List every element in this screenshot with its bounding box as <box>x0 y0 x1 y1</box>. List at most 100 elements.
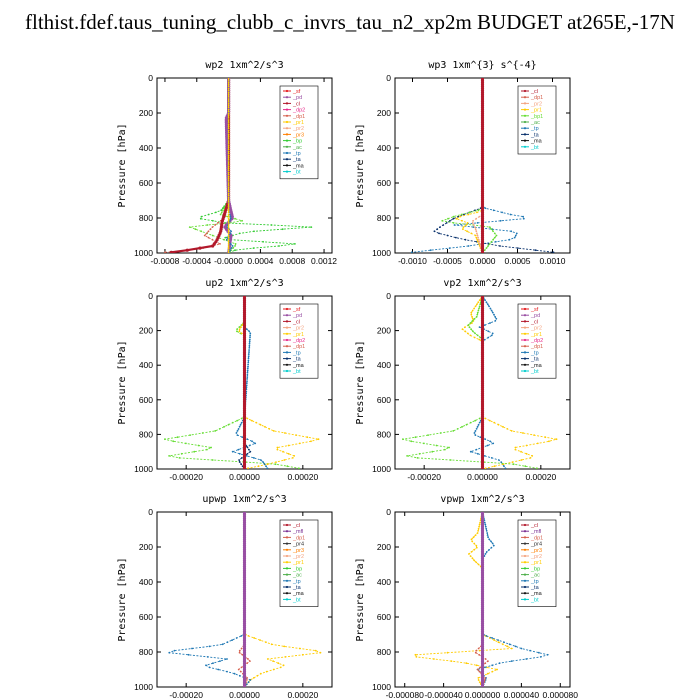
series-point-pr1 <box>474 305 477 308</box>
legend-entry: _tp <box>530 126 539 132</box>
legend-marker <box>285 554 289 558</box>
series-point-pr1 <box>227 226 230 229</box>
series-point-pr1 <box>227 104 230 107</box>
legend-entry: _bp1 <box>530 114 543 120</box>
series-point-pr1 <box>252 677 255 679</box>
series-point-pr1 <box>283 459 286 461</box>
series-point-ta <box>517 247 519 250</box>
series-point-bp1 <box>452 215 455 218</box>
series-point-bp1 <box>524 465 527 468</box>
series-point-tp <box>510 230 513 233</box>
series-point-pr1 <box>555 438 558 441</box>
series-point-pr1 <box>227 140 230 142</box>
series-point-tp <box>489 440 491 443</box>
legend-entry: _pr4 <box>292 542 304 548</box>
legend-box <box>279 303 319 379</box>
series-point-ta <box>487 243 490 245</box>
series-point-tp <box>231 245 234 247</box>
series-point-bp1 <box>465 423 468 426</box>
legend-marker <box>523 363 527 366</box>
legend-marker <box>523 326 527 329</box>
series-point-tp <box>504 467 507 469</box>
legend-entry: _pr4 <box>530 542 542 548</box>
y-tick-label: 800 <box>377 647 391 657</box>
series-point-pr1 <box>287 444 290 447</box>
series-group <box>168 512 322 687</box>
legend-entry: _bp <box>530 566 540 572</box>
legend-marker <box>285 567 289 570</box>
series-point-dp1 <box>219 243 221 245</box>
series-point-tp <box>539 656 542 658</box>
series-point-pr1 <box>514 448 517 451</box>
y-tick-label: 400 <box>139 577 153 587</box>
series-point-pr1 <box>506 645 509 648</box>
series-point-tp <box>249 336 251 339</box>
legend-marker <box>285 120 289 124</box>
series-point-tp <box>173 649 176 652</box>
series-line-tp <box>231 296 268 469</box>
series-point-tp <box>229 217 232 220</box>
x-tick-label: 0.00000 <box>229 690 260 700</box>
series-point-tp <box>494 315 496 318</box>
series-point-pr1 <box>478 649 481 652</box>
series-point-tp <box>226 658 228 660</box>
y-tick-label: 400 <box>377 577 391 587</box>
series-point-pr1 <box>227 182 230 184</box>
series-point-bp1 <box>478 417 481 420</box>
series-point-dp1 <box>484 658 487 660</box>
series-point-bp1 <box>418 452 421 455</box>
chart-panel-3: up2 1xm^2/s^3 0 200 400 600 800 1000 -0.00020 0.… <box>117 278 333 482</box>
x-tick-label: 0.00020 <box>287 690 318 700</box>
series-point-bp1 <box>475 315 478 318</box>
series-point-tp <box>246 369 249 372</box>
series-point-pr1 <box>502 643 504 646</box>
series-point-pr1 <box>414 653 417 656</box>
y-tick-label: 400 <box>139 360 153 370</box>
series-point-bp1 <box>474 332 476 335</box>
series-point-dp1 <box>238 651 241 654</box>
series-point-pr1 <box>227 85 230 88</box>
legend-marker <box>523 542 527 545</box>
legend-marker <box>285 542 289 545</box>
series-point-bp1 <box>435 444 438 447</box>
series-point-pr1 <box>455 217 458 220</box>
series-point-bp <box>200 215 203 218</box>
series-point-tp <box>483 455 486 457</box>
legend-marker <box>285 127 289 130</box>
series-point-tp <box>208 666 211 669</box>
legend-entry: _dp2 <box>292 338 305 344</box>
series-point-tp <box>251 440 254 443</box>
series-point-ta <box>445 222 448 224</box>
series-point-tp <box>473 432 476 434</box>
series-point-tp <box>479 436 482 439</box>
series-point-pr1 <box>475 236 478 239</box>
series-point-dp1 <box>478 653 480 656</box>
legend-entry: _ma <box>292 363 305 369</box>
series-point-pr1 <box>227 89 230 92</box>
series-point-bp1 <box>238 326 241 328</box>
series-point-pr1 <box>488 419 491 422</box>
series-point-dp1 <box>475 649 478 652</box>
series-point-tp <box>514 234 517 237</box>
x-tick-label: 0.00020 <box>287 472 318 482</box>
series-point-pr1 <box>510 430 513 432</box>
series-point-bp <box>238 232 241 235</box>
series-point-tp <box>249 332 252 335</box>
series-point-bp1 <box>468 326 471 328</box>
series-point-pr1 <box>227 123 230 126</box>
series-point-pr2 <box>474 228 477 231</box>
series-point-pr2 <box>476 232 478 235</box>
series-point-tp <box>508 238 511 241</box>
series-point-tp <box>525 658 528 660</box>
series-point-tp <box>246 371 249 374</box>
series-point-pr1 <box>475 561 478 564</box>
series-point-bp1 <box>286 465 289 468</box>
series-line-bp1 <box>402 296 537 469</box>
legend-entry: _dp2 <box>292 108 305 114</box>
series-point-pr1 <box>319 651 322 654</box>
legend-marker <box>285 536 289 539</box>
series-point-pr1 <box>470 538 473 541</box>
legend-marker <box>285 96 289 99</box>
series-point-tp <box>238 452 241 455</box>
series-point-tp <box>245 683 248 686</box>
